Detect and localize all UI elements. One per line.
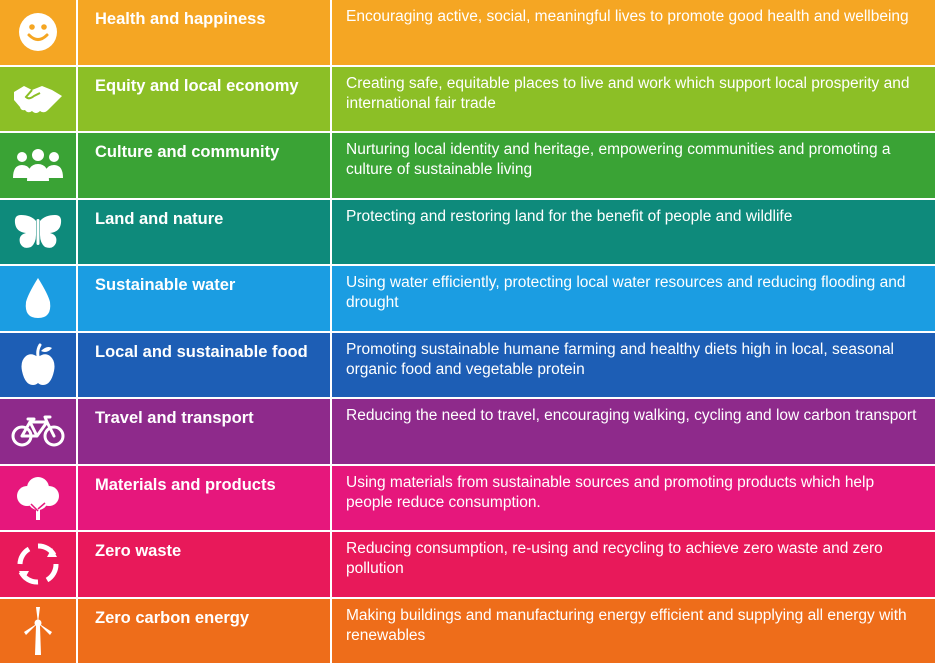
row-title: Sustainable water bbox=[95, 276, 236, 294]
icon-cell bbox=[0, 0, 76, 65]
icon-cell bbox=[0, 332, 76, 397]
table-row: Sustainable water Using water efficientl… bbox=[0, 266, 935, 331]
row-description: Using materials from sustainable sources… bbox=[346, 473, 875, 511]
table-row: Travel and transport Reducing the need t… bbox=[0, 399, 935, 464]
icon-cell bbox=[0, 465, 76, 530]
title-cell: Culture and community bbox=[78, 133, 330, 198]
title-cell: Zero carbon energy bbox=[78, 598, 330, 663]
desc-cell: Reducing consumption, re-using and recyc… bbox=[332, 532, 935, 597]
row-title: Travel and transport bbox=[95, 409, 254, 427]
row-title: Land and nature bbox=[95, 209, 224, 228]
title-cell: Equity and local economy bbox=[78, 66, 330, 131]
title-cell: Zero waste bbox=[78, 532, 330, 597]
title-cell: Sustainable water bbox=[78, 266, 330, 331]
icon-cell bbox=[0, 199, 76, 264]
row-title: Materials and products bbox=[95, 475, 276, 494]
table-row: Land and nature Protecting and restoring… bbox=[0, 199, 935, 264]
people-icon bbox=[11, 148, 65, 182]
desc-cell: Nurturing local identity and heritage, e… bbox=[332, 133, 935, 198]
handshake-icon bbox=[12, 80, 64, 118]
desc-cell: Using materials from sustainable sources… bbox=[332, 465, 935, 530]
title-cell: Local and sustainable food bbox=[78, 332, 330, 397]
smiley-icon bbox=[18, 12, 58, 52]
table-row: Health and happiness Encouraging active,… bbox=[0, 0, 935, 65]
desc-cell: Using water efficiently, protecting loca… bbox=[332, 266, 935, 331]
icon-cell bbox=[0, 133, 76, 198]
row-description: Creating safe, equitable places to live … bbox=[346, 74, 910, 112]
desc-cell: Promoting sustainable humane farming and… bbox=[332, 332, 935, 397]
row-title: Local and sustainable food bbox=[95, 342, 308, 361]
title-cell: Health and happiness bbox=[78, 0, 330, 65]
apple-icon bbox=[19, 343, 57, 387]
icon-cell bbox=[0, 598, 76, 663]
title-cell: Travel and transport bbox=[78, 399, 330, 464]
desc-cell: Protecting and restoring land for the be… bbox=[332, 199, 935, 264]
desc-cell: Making buildings and manufacturing energ… bbox=[332, 598, 935, 663]
desc-cell: Creating safe, equitable places to live … bbox=[332, 66, 935, 131]
icon-cell bbox=[0, 399, 76, 464]
row-title: Culture and community bbox=[95, 143, 280, 161]
row-description: Encouraging active, social, meaningful l… bbox=[346, 8, 909, 25]
table-row: Zero carbon energy Making buildings and … bbox=[0, 598, 935, 663]
row-description: Using water efficiently, protecting loca… bbox=[346, 274, 906, 311]
butterfly-icon bbox=[13, 213, 63, 251]
desc-cell: Reducing the need to travel, encouraging… bbox=[332, 399, 935, 464]
row-title: Zero carbon energy bbox=[95, 608, 250, 627]
tree-icon bbox=[15, 475, 61, 521]
bicycle-icon bbox=[11, 414, 65, 448]
row-description: Nurturing local identity and heritage, e… bbox=[346, 141, 891, 178]
wind-turbine-icon bbox=[16, 605, 60, 657]
recycle-icon bbox=[16, 542, 60, 586]
row-title: Zero waste bbox=[95, 542, 182, 560]
title-cell: Materials and products bbox=[78, 465, 330, 530]
icon-cell bbox=[0, 532, 76, 597]
row-description: Making buildings and manufacturing energ… bbox=[346, 606, 907, 644]
row-description: Protecting and restoring land for the be… bbox=[346, 207, 793, 225]
icon-cell bbox=[0, 266, 76, 331]
row-title: Equity and local economy bbox=[95, 76, 299, 95]
icon-cell bbox=[0, 66, 76, 131]
title-cell: Land and nature bbox=[78, 199, 330, 264]
table-row: Culture and community Nurturing local id… bbox=[0, 133, 935, 198]
row-description: Reducing the need to travel, encouraging… bbox=[346, 407, 917, 424]
table-row: Zero waste Reducing consumption, re-usin… bbox=[0, 532, 935, 597]
table-row: Materials and products Using materials f… bbox=[0, 465, 935, 530]
table-row: Local and sustainable food Promoting sus… bbox=[0, 332, 935, 397]
row-title: Health and happiness bbox=[95, 10, 266, 28]
water-drop-icon bbox=[22, 276, 54, 320]
desc-cell: Encouraging active, social, meaningful l… bbox=[332, 0, 935, 65]
row-description: Promoting sustainable humane farming and… bbox=[346, 340, 895, 378]
table-row: Equity and local economy Creating safe, … bbox=[0, 66, 935, 131]
row-description: Reducing consumption, re-using and recyc… bbox=[346, 540, 883, 577]
